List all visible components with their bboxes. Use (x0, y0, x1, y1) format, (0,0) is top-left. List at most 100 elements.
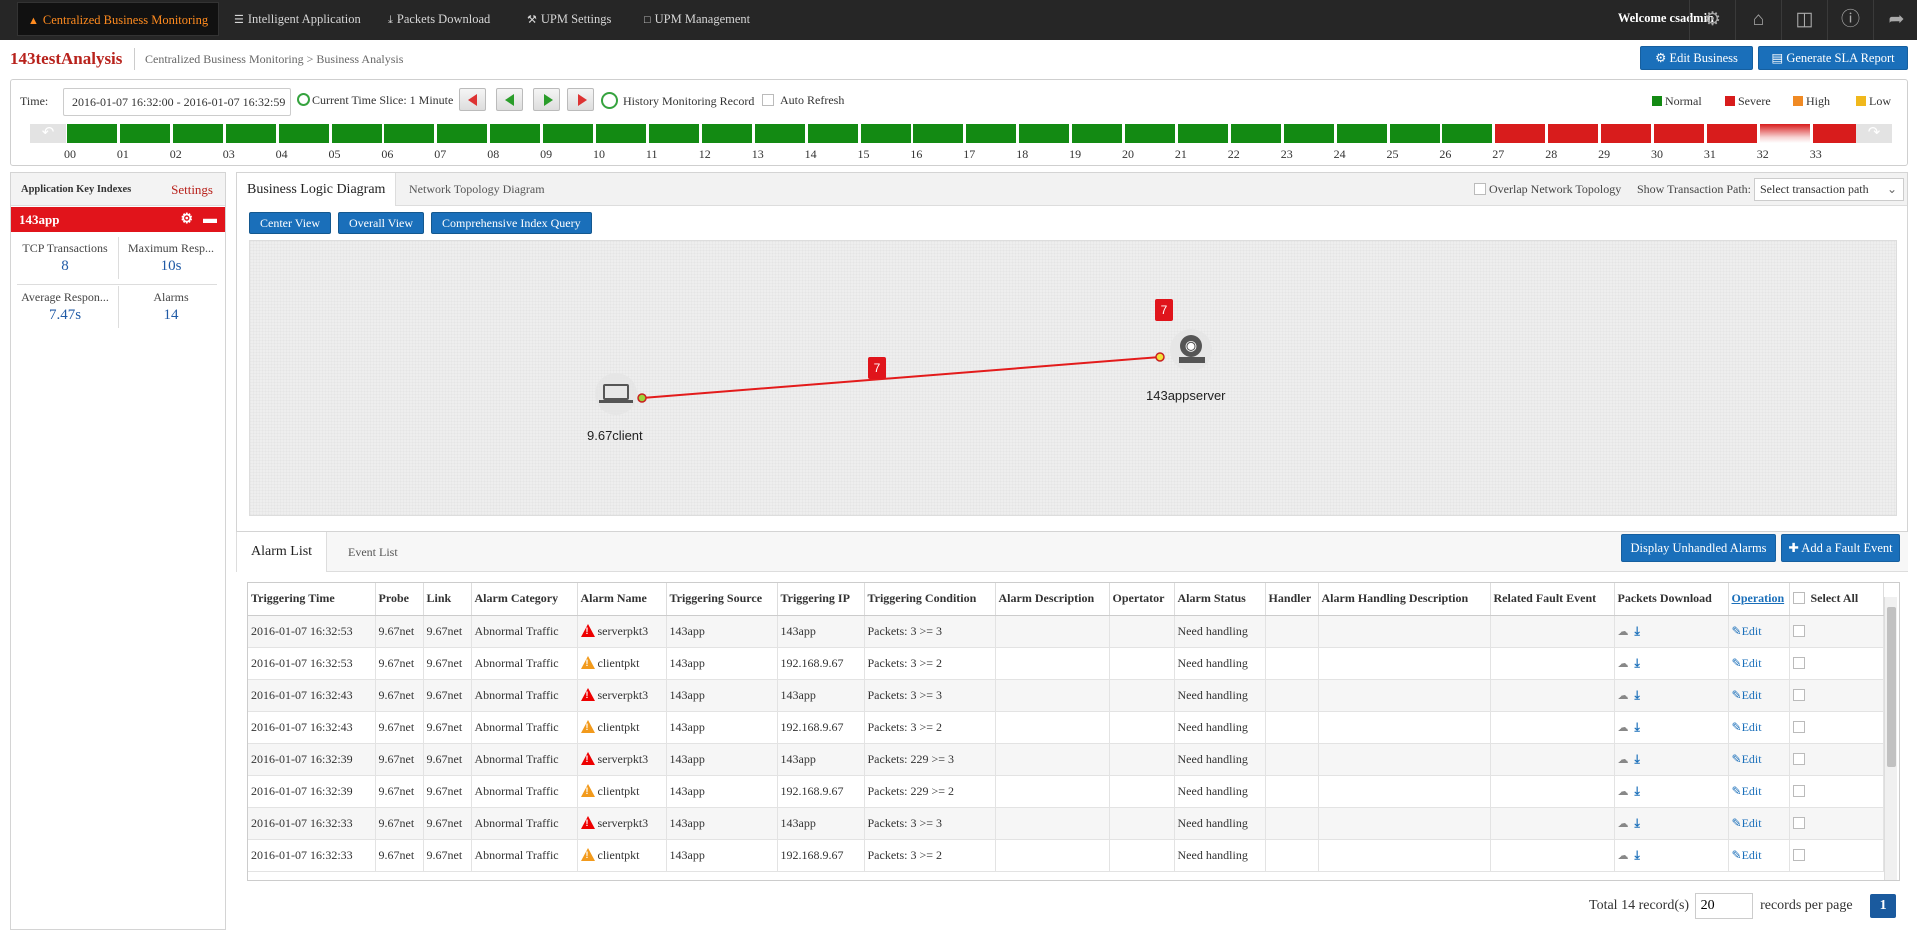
download-icon[interactable]: ⤓ (1634, 783, 1640, 798)
timeline-slot[interactable] (1177, 124, 1228, 143)
timeline-slot[interactable] (1283, 124, 1334, 143)
timeline-slot[interactable] (1759, 124, 1810, 143)
row-checkbox[interactable] (1792, 784, 1805, 797)
records-per-page-input[interactable] (1694, 893, 1753, 919)
info-icon[interactable]: ⓘ (1827, 0, 1873, 40)
generate-sla-report-button[interactable]: ▤ Generate SLA Report (1758, 46, 1908, 70)
timeline-slot[interactable] (490, 124, 541, 143)
timeline-slot[interactable] (966, 124, 1017, 143)
auto-refresh-checkbox[interactable]: Auto Refresh (762, 93, 844, 108)
timeline-scroll-right-icon[interactable]: ↷ (1856, 124, 1892, 143)
topology-icon[interactable]: ⚙ (180, 212, 193, 227)
download-icon[interactable]: ⤓ (1634, 655, 1640, 670)
table-row[interactable]: 2016-01-07 16:32:33 9.67net 9.67net Abnorma… (248, 839, 1884, 872)
cloud-icon[interactable]: ☁ (1617, 849, 1629, 862)
timeline-scroll-left-icon[interactable]: ↶ (30, 124, 66, 143)
cloud-icon[interactable]: ☁ (1617, 689, 1629, 702)
comprehensive-index-query-button[interactable]: Comprehensive Index Query (431, 212, 592, 234)
download-icon[interactable]: ⤓ (1634, 815, 1640, 830)
timeline-slot[interactable] (1706, 124, 1757, 143)
server-node[interactable]: ◉ (1170, 329, 1212, 371)
timeline-slot[interactable] (67, 124, 117, 143)
timeline-slot[interactable] (1389, 124, 1440, 143)
timeline-slot[interactable] (1495, 124, 1546, 143)
timeline-slot[interactable] (1812, 124, 1863, 143)
nav-packets-download[interactable]: ⤓ Packets Download (378, 2, 500, 36)
edit-link[interactable]: ✎Edit (1731, 719, 1762, 734)
center-view-button[interactable]: Center View (249, 212, 332, 234)
cloud-icon[interactable]: ☁ (1617, 753, 1629, 766)
page-button-1[interactable]: 1 (1870, 894, 1897, 919)
edit-link[interactable]: ✎Edit (1731, 847, 1762, 862)
client-server-link[interactable] (641, 356, 1161, 399)
timeline-slot[interactable] (1548, 124, 1599, 143)
timeline-slot[interactable] (701, 124, 752, 143)
timeline-slot[interactable] (596, 124, 646, 143)
table-row[interactable]: 2016-01-07 16:32:43 9.67net 9.67net Abnorma… (248, 679, 1884, 712)
nav-centralized-business-monitoring[interactable]: ▲ Centralized Business Monitoring (17, 2, 220, 36)
time-range-input[interactable]: 2016-01-07 16:32:00 - 2016-01-07 16:32:5… (63, 88, 291, 116)
timeline-slot[interactable] (1442, 124, 1493, 143)
add-fault-event-button[interactable]: ✚ Add a Fault Event (1781, 534, 1900, 562)
download-icon[interactable]: ⤓ (1634, 687, 1640, 702)
timeline-slot[interactable] (172, 124, 223, 143)
home-icon[interactable]: ⌂ (1735, 0, 1781, 40)
table-row[interactable]: 2016-01-07 16:32:53 9.67net 9.67net Abnorma… (248, 647, 1884, 680)
timeline-slot[interactable] (278, 124, 329, 143)
tab-network-topology-diagram[interactable]: Network Topology Diagram (409, 182, 545, 196)
timeline-slot[interactable] (648, 124, 699, 143)
gear-icon[interactable]: ⚙ (1689, 0, 1735, 40)
timeline-slot[interactable] (1125, 124, 1175, 143)
edit-link[interactable]: ✎Edit (1731, 751, 1762, 766)
history-monitoring-record-link[interactable]: History Monitoring Record (601, 92, 754, 109)
selected-app[interactable]: 143app ⚙ ▬ (11, 207, 225, 232)
checkbox[interactable] (1474, 183, 1486, 195)
download-icon[interactable]: ⤓ (1634, 623, 1640, 638)
book-icon[interactable]: ◫ (1781, 0, 1827, 40)
cloud-icon[interactable]: ☁ (1617, 657, 1629, 670)
nav-upm-management[interactable]: □ UPM Management (634, 2, 760, 36)
timeline-slot[interactable] (1601, 124, 1652, 143)
row-checkbox[interactable] (1792, 656, 1805, 669)
timeline-slot[interactable] (1019, 124, 1070, 143)
row-checkbox[interactable] (1792, 848, 1805, 861)
download-icon[interactable]: ▬ (203, 212, 217, 227)
scrollbar-thumb[interactable] (1887, 607, 1896, 767)
cloud-icon[interactable]: ☁ (1617, 817, 1629, 830)
timeline-slot[interactable] (807, 124, 858, 143)
share-icon[interactable]: ➦ (1873, 0, 1917, 40)
link-alarm-badge[interactable]: 7 (868, 357, 886, 379)
download-icon[interactable]: ⤓ (1634, 847, 1640, 862)
tab-event-list[interactable]: Event List (348, 545, 398, 559)
edit-link[interactable]: ✎Edit (1731, 655, 1762, 670)
edit-link[interactable]: ✎Edit (1731, 783, 1762, 798)
download-icon[interactable]: ⤓ (1634, 751, 1640, 766)
table-row[interactable]: 2016-01-07 16:32:39 9.67net 9.67net Abnorma… (248, 743, 1884, 776)
checkbox[interactable] (762, 94, 774, 106)
overall-view-button[interactable]: Overall View (338, 212, 425, 234)
overlap-network-topology-checkbox[interactable]: Overlap Network Topology (1474, 182, 1621, 197)
timeline-slot[interactable] (331, 124, 382, 143)
nav-upm-settings[interactable]: ⚒ UPM Settings (517, 2, 621, 36)
row-checkbox[interactable] (1792, 688, 1805, 701)
settings-link[interactable]: Settings (171, 182, 213, 197)
edit-link[interactable]: ✎Edit (1731, 623, 1762, 638)
edit-business-button[interactable]: ⚙ Edit Business (1640, 46, 1753, 70)
timeline-slot[interactable] (119, 124, 170, 143)
row-checkbox[interactable] (1792, 720, 1805, 733)
timeline-slot[interactable] (1336, 124, 1387, 143)
row-checkbox[interactable] (1792, 624, 1805, 637)
row-checkbox[interactable] (1792, 816, 1805, 829)
nav-intelligent-application[interactable]: ☰ Intelligent Application (224, 2, 371, 36)
row-checkbox[interactable] (1792, 752, 1805, 765)
timeline-slot[interactable] (754, 124, 805, 143)
display-unhandled-alarms-button[interactable]: Display Unhandled Alarms (1621, 534, 1776, 562)
col-operation[interactable]: Operation (1728, 583, 1790, 616)
timeline-slot[interactable] (384, 124, 435, 143)
col-select-all[interactable]: Select All (1789, 583, 1884, 616)
table-scrollbar[interactable] (1884, 597, 1897, 880)
timeline-slot[interactable] (860, 124, 911, 143)
last-slice-button[interactable] (567, 88, 594, 111)
timeline-slot[interactable] (913, 124, 964, 143)
edit-link[interactable]: ✎Edit (1731, 687, 1762, 702)
